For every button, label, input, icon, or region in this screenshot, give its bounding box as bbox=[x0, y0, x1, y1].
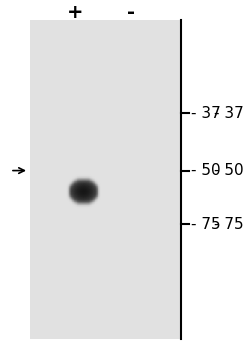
Text: - 50: - 50 bbox=[191, 163, 221, 178]
Text: - 75: - 75 bbox=[191, 217, 221, 232]
Text: +: + bbox=[67, 2, 84, 21]
Text: - 37: - 37 bbox=[191, 106, 221, 121]
FancyBboxPatch shape bbox=[30, 20, 181, 339]
Text: - 75: - 75 bbox=[214, 217, 243, 232]
Text: -: - bbox=[127, 2, 135, 21]
Text: - 50: - 50 bbox=[214, 163, 243, 178]
Text: - 37: - 37 bbox=[214, 106, 244, 121]
